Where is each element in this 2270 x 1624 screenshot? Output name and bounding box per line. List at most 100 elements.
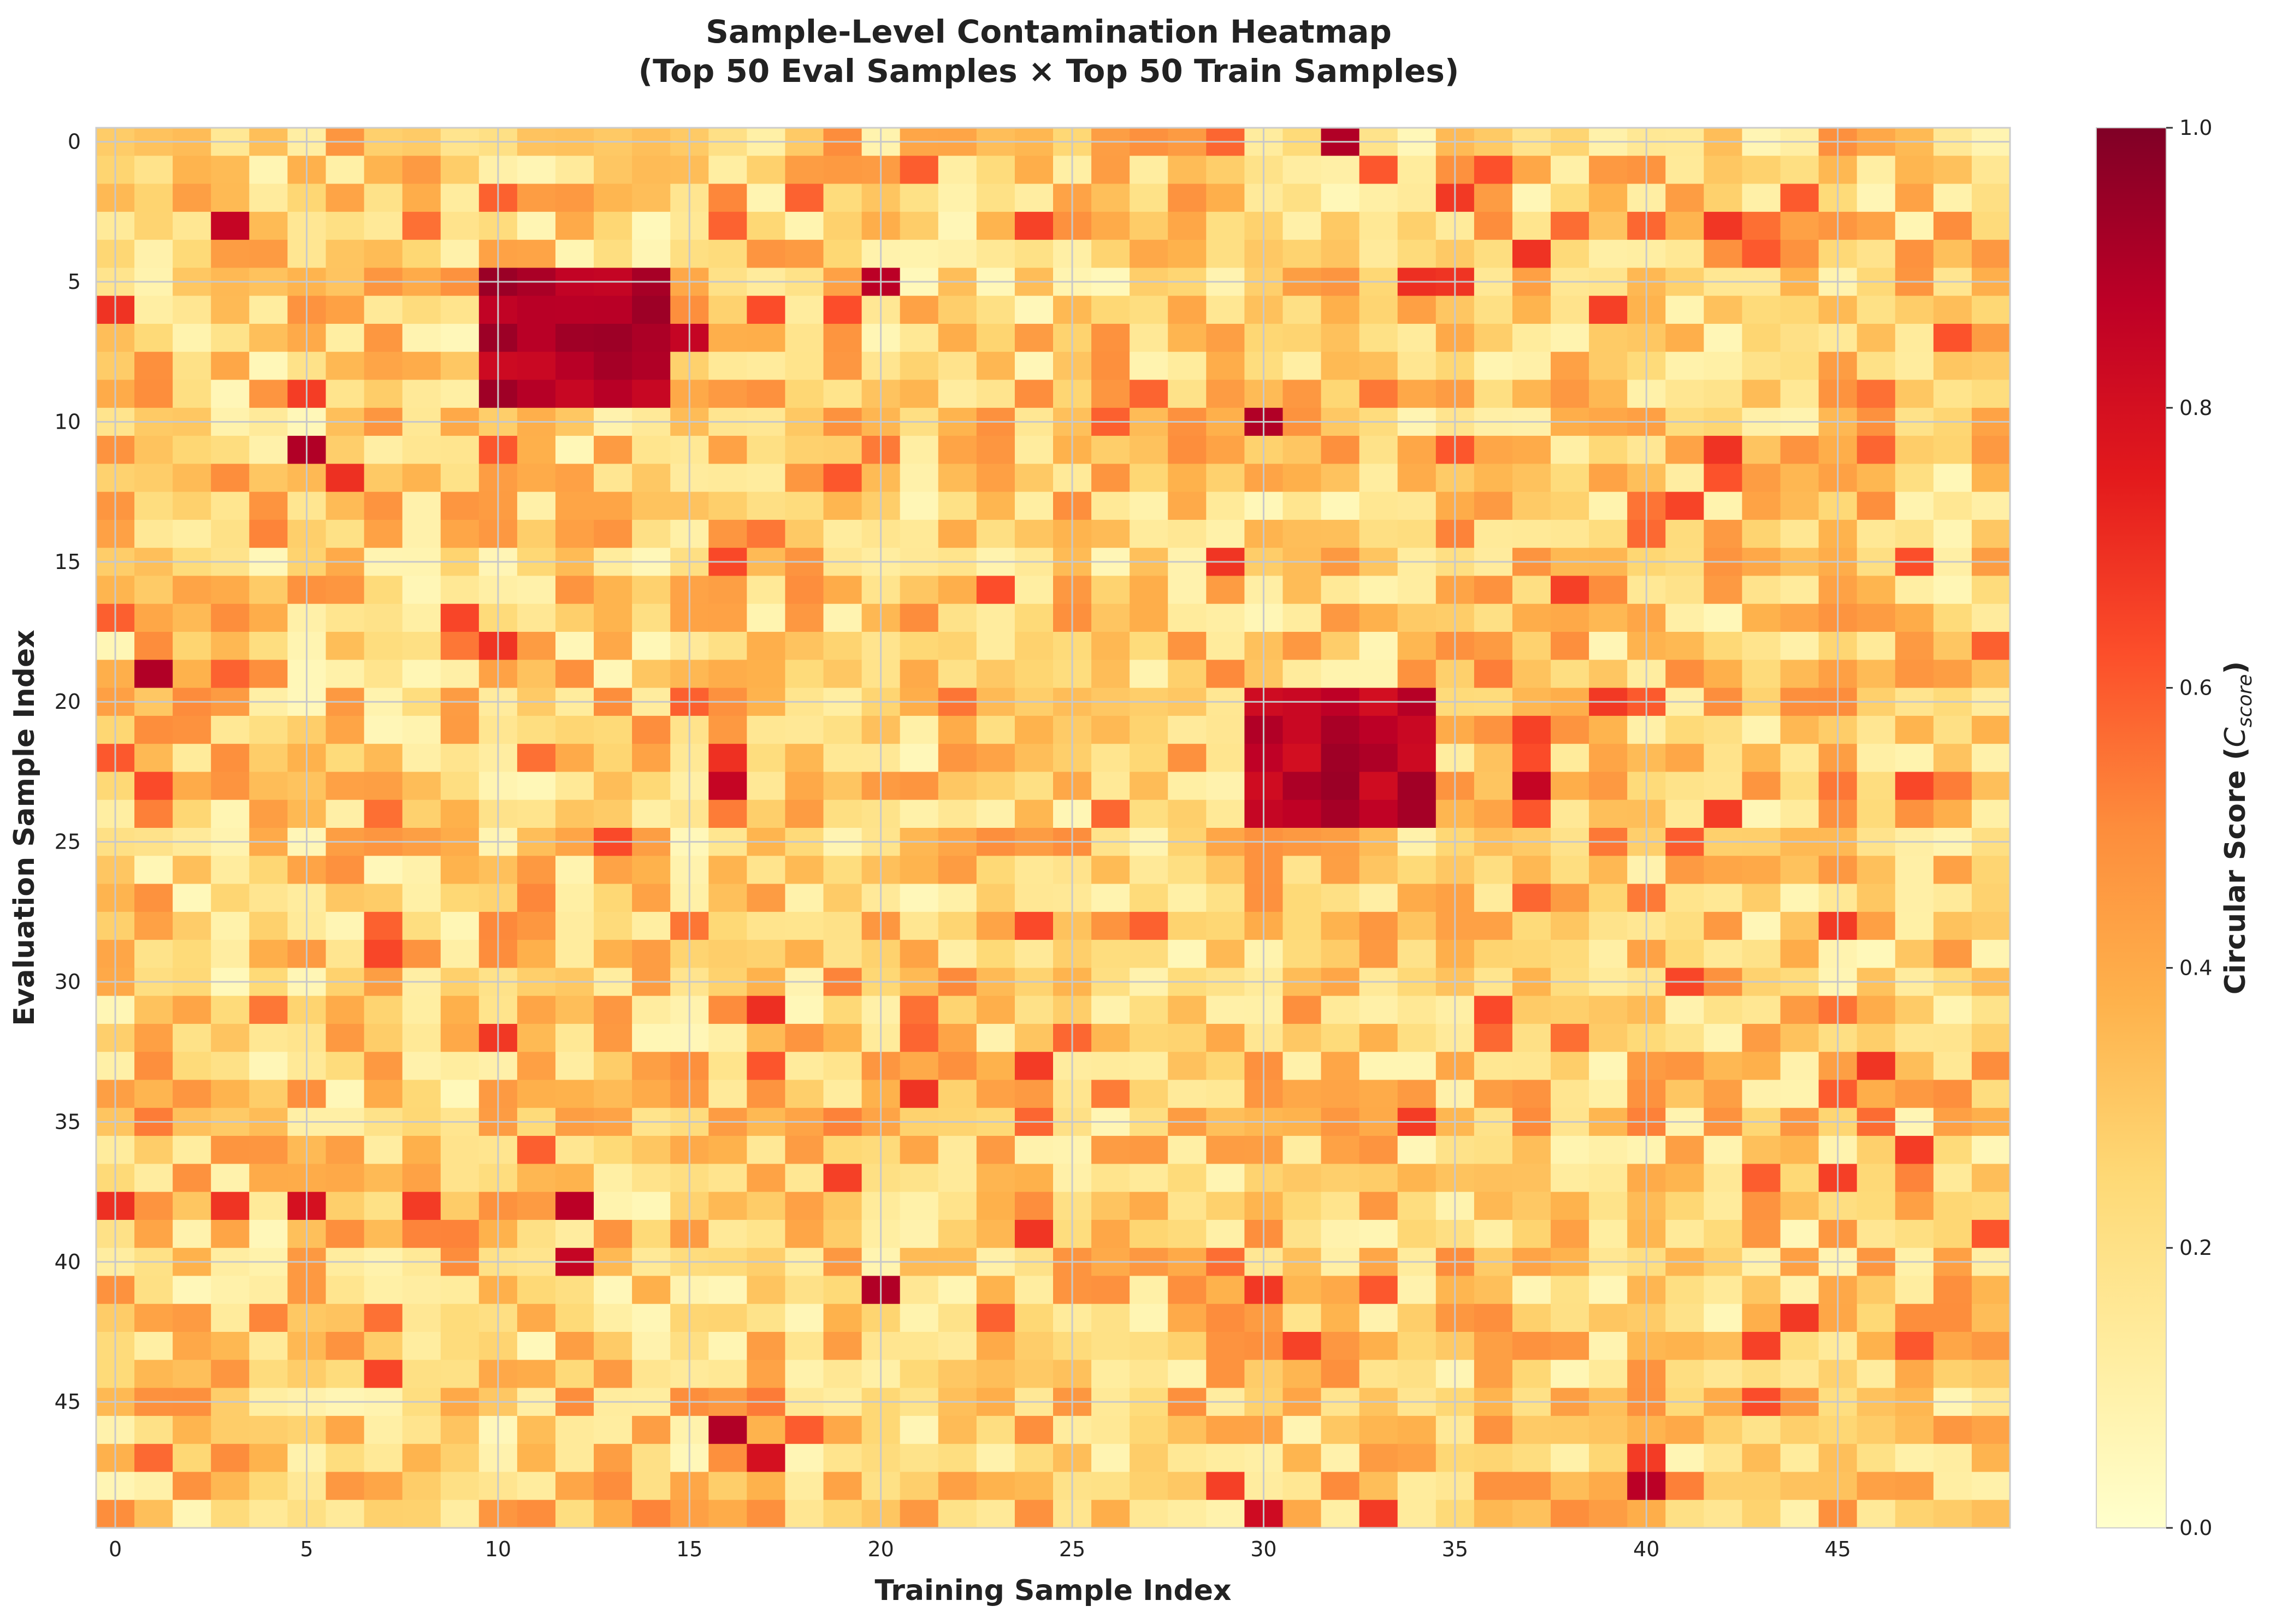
heatmap-cell [1321,940,1360,968]
heatmap-cell [1704,744,1743,773]
heatmap-cell [1933,1499,1972,1528]
heatmap-cell [1512,1360,1551,1389]
heatmap-cell [440,884,480,912]
heatmap-cell [440,1332,480,1360]
heatmap-cell [1474,911,1513,940]
heatmap-cell [1091,491,1130,520]
heatmap-cell [364,1219,403,1248]
heatmap-cell [632,940,671,968]
heatmap-cell [134,1499,173,1528]
heatmap-cell [1014,744,1054,773]
heatmap-cell [1857,464,1896,493]
heatmap-cell [1359,1219,1398,1248]
heatmap-cell [1282,1136,1322,1164]
heatmap-cell [211,603,250,632]
heatmap-cell [708,156,747,185]
heatmap-cell [900,632,939,660]
heatmap-cell [211,295,250,324]
heatmap-cell [1321,1303,1360,1332]
heatmap-cell [211,940,250,968]
heatmap-cell [1359,1472,1398,1501]
heatmap-cell [1971,632,2011,660]
heatmap-cell [134,295,173,324]
heatmap-cell [1704,1360,1743,1389]
heatmap-cell [1359,1052,1398,1081]
heatmap-cell [211,911,250,940]
heatmap-cell [1933,940,1972,968]
heatmap-cell [249,744,288,773]
heatmap-cell [594,183,632,212]
heatmap-cell [364,1192,403,1220]
heatmap-cell [1359,1444,1398,1473]
heatmap-cell [1857,1472,1896,1501]
heatmap-cell [173,1415,211,1444]
heatmap-cell [1130,156,1168,185]
heatmap-cell [1857,632,1896,660]
heatmap-cell [555,884,594,912]
heatmap-cell [747,1472,786,1501]
heatmap-cell [211,1219,250,1248]
heatmap-cell [1130,911,1168,940]
heatmap-cell [1971,380,2011,408]
heatmap-cell [708,1276,747,1305]
heatmap-cell [249,1023,288,1052]
heatmap-cell [1359,995,1398,1024]
heatmap-cell [249,940,288,968]
heatmap-cell [900,799,939,828]
heatmap-cell [1474,1303,1513,1332]
heatmap-cell [938,464,977,493]
heatmap-cell [938,1219,977,1248]
heatmap-cell [1704,995,1743,1024]
heatmap-cell [594,1472,632,1501]
heatmap-cell [1971,519,2011,548]
heatmap-cell [1130,1192,1168,1220]
heatmap-cell [1895,323,1934,352]
heatmap-cell [211,183,250,212]
heatmap-cell [517,183,556,212]
heatmap-cell [1742,995,1781,1024]
heatmap-cell [1551,576,1589,604]
heatmap-cell [1474,603,1513,632]
heatmap-cell [1551,156,1589,185]
heatmap-cell [402,799,441,828]
heatmap-cell [1321,464,1360,493]
heatmap-cell [326,491,365,520]
heatmap-cell [1742,632,1781,660]
heatmap-cell [1091,1332,1130,1360]
heatmap-cell [173,352,211,381]
heatmap-cell [1971,295,2011,324]
heatmap-cell [1933,632,1972,660]
heatmap-cell [1321,856,1360,885]
heatmap-cell [1282,211,1322,240]
heatmap-cell [785,995,824,1024]
heatmap-cell [249,1332,288,1360]
heatmap-cell [555,1303,594,1332]
heatmap-cell [938,576,977,604]
heatmap-cell [1895,211,1934,240]
heatmap-cell [594,799,632,828]
heatmap-cell [249,911,288,940]
heatmap-cell [747,995,786,1024]
heatmap-cell [364,1080,403,1109]
heatmap-cell [900,1080,939,1109]
heatmap-cell [364,1332,403,1360]
heatmap-cell [1474,323,1513,352]
heatmap-cell [785,940,824,968]
heatmap-cell [632,1332,671,1360]
heatmap-cell [326,380,365,408]
heatmap-cell [1397,156,1437,185]
heatmap-cell [1780,772,1819,801]
heatmap-cell [134,240,173,268]
heatmap-cell [326,1303,365,1332]
colorbar-tick-label: 0.2 [2179,1236,2212,1260]
heatmap-cell [1206,352,1245,381]
heatmap-cell [1857,295,1896,324]
heatmap-cell [211,1080,250,1109]
heatmap-cell [1397,715,1437,744]
heatmap-cell [823,660,862,689]
heatmap-cell [900,1136,939,1164]
heatmap-cell [747,911,786,940]
heatmap-cell [1742,1164,1781,1193]
heatmap-cell [976,1023,1015,1052]
